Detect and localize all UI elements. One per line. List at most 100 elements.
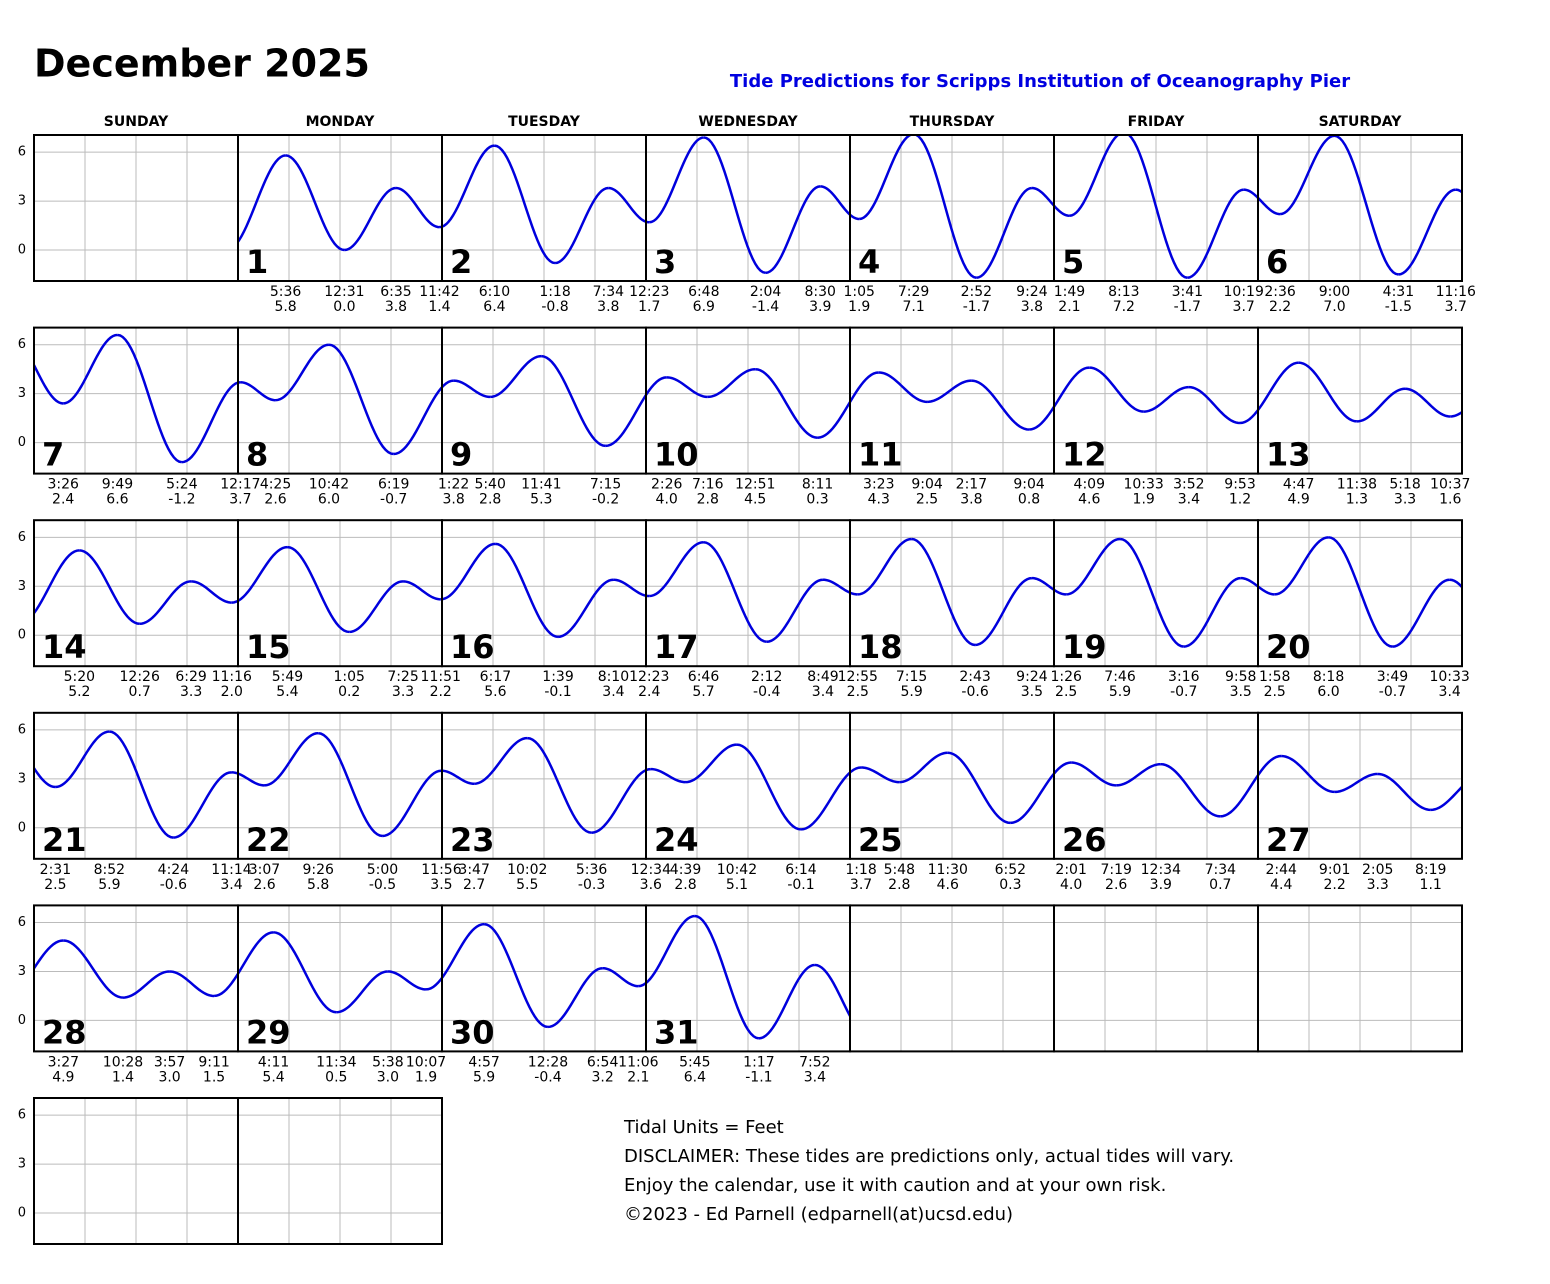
tide-curve-segment — [703, 136, 766, 275]
tide-curve-segment — [1328, 536, 1393, 648]
tide-curve-segment — [1089, 366, 1144, 413]
tide-time: 12:26 — [120, 669, 160, 685]
tide-curve-segment — [275, 343, 330, 402]
tide-curve-segment — [1377, 772, 1431, 812]
tide-time: 9:26 — [302, 862, 334, 878]
tide-curve-segment — [1143, 385, 1189, 413]
y-tick-label: 3 — [18, 194, 26, 209]
y-tick-label: 3 — [18, 964, 26, 979]
borders — [33, 134, 1463, 1245]
tide-curve-segment — [173, 771, 232, 839]
tide-height: 4.9 — [1288, 492, 1310, 508]
day-number: 31 — [654, 1013, 699, 1051]
tide-curve-segment — [1392, 578, 1450, 648]
tide-time: 12:23 — [629, 669, 669, 685]
day-cell — [237, 1097, 443, 1245]
tide-height: 1.5 — [203, 1069, 225, 1085]
tide-curve-segment — [1356, 387, 1406, 423]
day-number: 18 — [858, 628, 903, 666]
day-number: 30 — [450, 1013, 495, 1051]
weekday-label: MONDAY — [306, 114, 376, 130]
tide-curve-segment — [971, 379, 1030, 431]
day-number: 3 — [654, 243, 676, 281]
tide-curve-segment — [859, 135, 914, 221]
tide-time: 10:28 — [103, 1054, 143, 1070]
tide-curve-segment — [181, 381, 241, 464]
weekday-label: SUNDAY — [104, 114, 169, 130]
tide-curve-segment — [1334, 135, 1399, 276]
tide-height: 3.4 — [1439, 684, 1461, 700]
tide-time: 12:34 — [1141, 862, 1181, 878]
tide-time: 7:16 — [692, 477, 724, 493]
tide-curve-segment — [608, 186, 650, 224]
day-number: 22 — [246, 821, 291, 859]
footer-line: Tidal Units = Feet — [623, 1117, 784, 1138]
tide-curve-segment — [1031, 186, 1070, 217]
y-tick-label: 3 — [18, 771, 26, 786]
day-number: 13 — [1266, 436, 1311, 474]
tide-curve — [34, 333, 1462, 464]
tide-curve-segment — [169, 970, 215, 998]
tide-time: 1:39 — [542, 669, 573, 685]
tide-height: 6.9 — [693, 299, 715, 315]
tide-time: 6:52 — [995, 862, 1026, 878]
day-number: 16 — [450, 628, 495, 666]
tide-height: 2.0 — [221, 684, 243, 700]
tide-curve-segment — [703, 540, 767, 643]
tide-time: 6:48 — [688, 284, 719, 300]
tide-curve-segment — [393, 379, 454, 456]
tide-time: 10:33 — [1123, 477, 1163, 493]
tide-time: 5:36 — [270, 284, 302, 300]
tide-height: 0.7 — [1209, 877, 1231, 893]
tide-curve-segment — [490, 354, 542, 399]
tide-time: 3:07 — [249, 862, 280, 878]
tide-time: 5:38 — [372, 1054, 403, 1070]
tide-time: 2:12 — [751, 669, 782, 685]
tide-time: 2:26 — [651, 477, 683, 493]
day-number: 8 — [246, 436, 268, 474]
tide-time: 11:41 — [521, 477, 561, 493]
tide-height: -0.4 — [534, 1069, 561, 1085]
tide-time: 6:14 — [785, 862, 817, 878]
tide-curve-segment — [591, 767, 651, 834]
tide-height: 4.0 — [656, 492, 678, 508]
tide-time: 9:11 — [198, 1054, 229, 1070]
tide-height: -0.3 — [578, 877, 605, 893]
tide-curve-segment — [1220, 754, 1282, 818]
tide-height: 5.9 — [900, 684, 922, 700]
tide-curve-segment — [820, 185, 860, 221]
tide-height: 1.4 — [428, 299, 450, 315]
tide-time: 8:30 — [805, 284, 836, 300]
tide-time: 1:05 — [333, 669, 364, 685]
tide-time: 10:02 — [507, 862, 547, 878]
tide-height: 0.0 — [333, 299, 355, 315]
tide-time: 1:49 — [1054, 284, 1085, 300]
tide-height: 3.3 — [180, 684, 202, 700]
tide-curve-segment — [766, 578, 824, 643]
tide-height: 4.6 — [1078, 492, 1100, 508]
y-tick-label: 6 — [18, 145, 26, 160]
tide-curve-segment — [1028, 366, 1090, 431]
tide-curve-segment — [1430, 785, 1462, 812]
tide-curve-segment — [861, 766, 900, 784]
tide-height: -1.7 — [1174, 299, 1201, 315]
tide-height: 5.5 — [516, 877, 538, 893]
tide-height: 0.3 — [806, 492, 828, 508]
tide-curve-segment — [238, 154, 286, 244]
day-number: 25 — [858, 821, 903, 859]
tide-height: 5.7 — [692, 684, 714, 700]
tide-time: 10:42 — [717, 862, 757, 878]
tide-height: 2.6 — [264, 492, 286, 508]
tide-time: 2:52 — [961, 284, 992, 300]
tide-time: 5:36 — [576, 862, 608, 878]
tide-curve-segment — [344, 186, 397, 252]
tide-curve-segment — [317, 731, 383, 838]
day-cell — [1257, 904, 1463, 1053]
tide-height: 3.5 — [430, 877, 452, 893]
tide-height: 1.3 — [1346, 492, 1368, 508]
tide-curve-segment — [947, 751, 1011, 825]
tide-curve-segment — [1279, 135, 1335, 216]
tide-curve-segment — [122, 970, 170, 999]
tide-height: 6.0 — [318, 492, 340, 508]
